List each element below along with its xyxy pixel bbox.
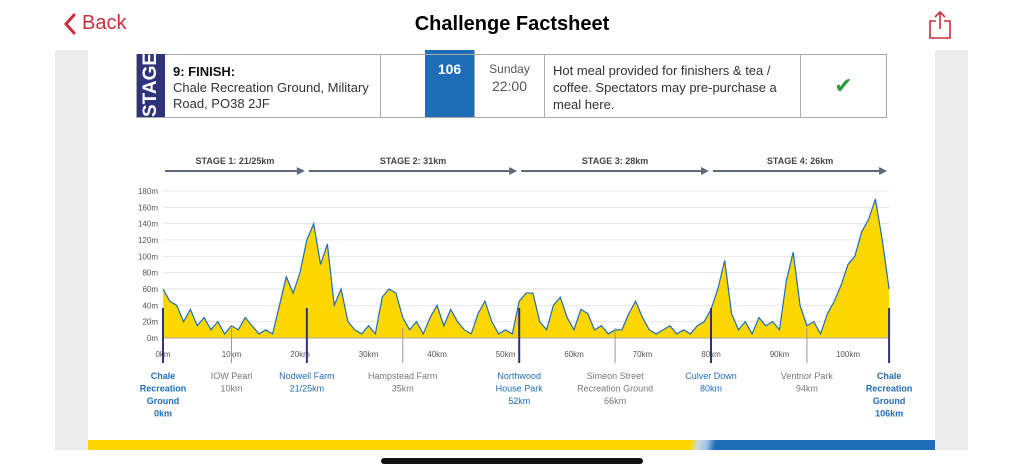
- km-cell: 106: [425, 50, 475, 117]
- stage-arrowhead: [509, 167, 518, 175]
- elevation-area: [163, 199, 890, 338]
- elevation-chart: 0m20m40m60m80m100m120m140m160m180m0km10k…: [138, 156, 913, 419]
- x-tick-label: 40km: [427, 350, 447, 359]
- page-title: Challenge Factsheet: [414, 13, 610, 35]
- nav-bar: Back Challenge Factsheet: [0, 0, 1024, 50]
- waypoint-label: Hampstead Farm 35km: [368, 371, 438, 394]
- stage-label: STAGE 3: 28km: [582, 156, 648, 166]
- stop-title: 9: FINISH:: [173, 64, 236, 79]
- x-tick-label: 60km: [564, 350, 584, 359]
- elevation-line: [162, 198, 890, 336]
- document-page[interactable]: STAGE 9: FINISH: Chale Recreation Ground…: [88, 50, 935, 450]
- y-tick-label: 60m: [142, 285, 158, 294]
- x-tick-label: 70km: [633, 350, 653, 359]
- footer-stripe: [88, 440, 935, 450]
- waypoint-label: Nodwell Farm 21/25km: [279, 371, 335, 394]
- share-icon[interactable]: [928, 10, 952, 40]
- waypoint-label: IOW Pearl 10km: [211, 371, 253, 394]
- stage-arrowhead: [701, 167, 709, 175]
- waypoint-label: Chale Recreation Ground 106km: [866, 371, 913, 419]
- check-icon: ✔: [834, 72, 853, 98]
- back-button[interactable]: Back: [64, 12, 126, 35]
- time: 22:00: [491, 78, 528, 94]
- x-tick-label: 50km: [496, 350, 516, 359]
- waypoint-label: Northwood House Park 52km: [496, 371, 544, 406]
- stage-arrowhead: [296, 167, 305, 175]
- waypoint-label: Culver Down 80km: [685, 371, 737, 394]
- home-indicator[interactable]: [381, 458, 643, 464]
- y-tick-label: 40m: [142, 301, 158, 310]
- location-cell: 9: FINISH: Chale Recreation Ground, Mili…: [165, 54, 381, 117]
- y-tick-label: 160m: [138, 203, 158, 212]
- waypoint-label: Chale Recreation Ground 0km: [140, 371, 187, 419]
- y-tick-label: 0m: [147, 334, 158, 343]
- x-tick-label: 20km: [290, 350, 310, 359]
- day: Sunday: [489, 62, 530, 76]
- chevron-left-icon: [64, 13, 76, 34]
- description-cell: Hot meal provided for finishers & tea / …: [545, 54, 801, 117]
- y-tick-label: 140m: [138, 220, 158, 229]
- back-label: Back: [82, 12, 127, 34]
- y-tick-label: 120m: [138, 236, 158, 245]
- waypoint-label: Simeon Street Recreation Ground 66km: [577, 371, 653, 406]
- x-tick-label: 90km: [770, 350, 790, 359]
- waypoint-label: Ventnor Park 94km: [781, 371, 834, 394]
- stage-label: STAGE 2: 31km: [380, 156, 446, 166]
- stage-label: STAGE 4: 26km: [767, 156, 833, 166]
- time-cell: Sunday 22:00: [475, 54, 545, 117]
- y-tick-label: 80m: [142, 269, 158, 278]
- x-tick-label: 100km: [836, 350, 860, 359]
- y-tick-label: 100m: [138, 252, 158, 261]
- finish-stage-row: STAGE 9: FINISH: Chale Recreation Ground…: [136, 50, 887, 118]
- y-tick-label: 20m: [142, 318, 158, 327]
- stop-address: Chale Recreation Ground, Military Road, …: [173, 80, 369, 111]
- y-tick-label: 180m: [138, 187, 158, 196]
- stage-label: STAGE 1: 21/25km: [195, 156, 274, 166]
- x-tick-label: 30km: [359, 350, 379, 359]
- stage-arrowhead: [879, 167, 888, 175]
